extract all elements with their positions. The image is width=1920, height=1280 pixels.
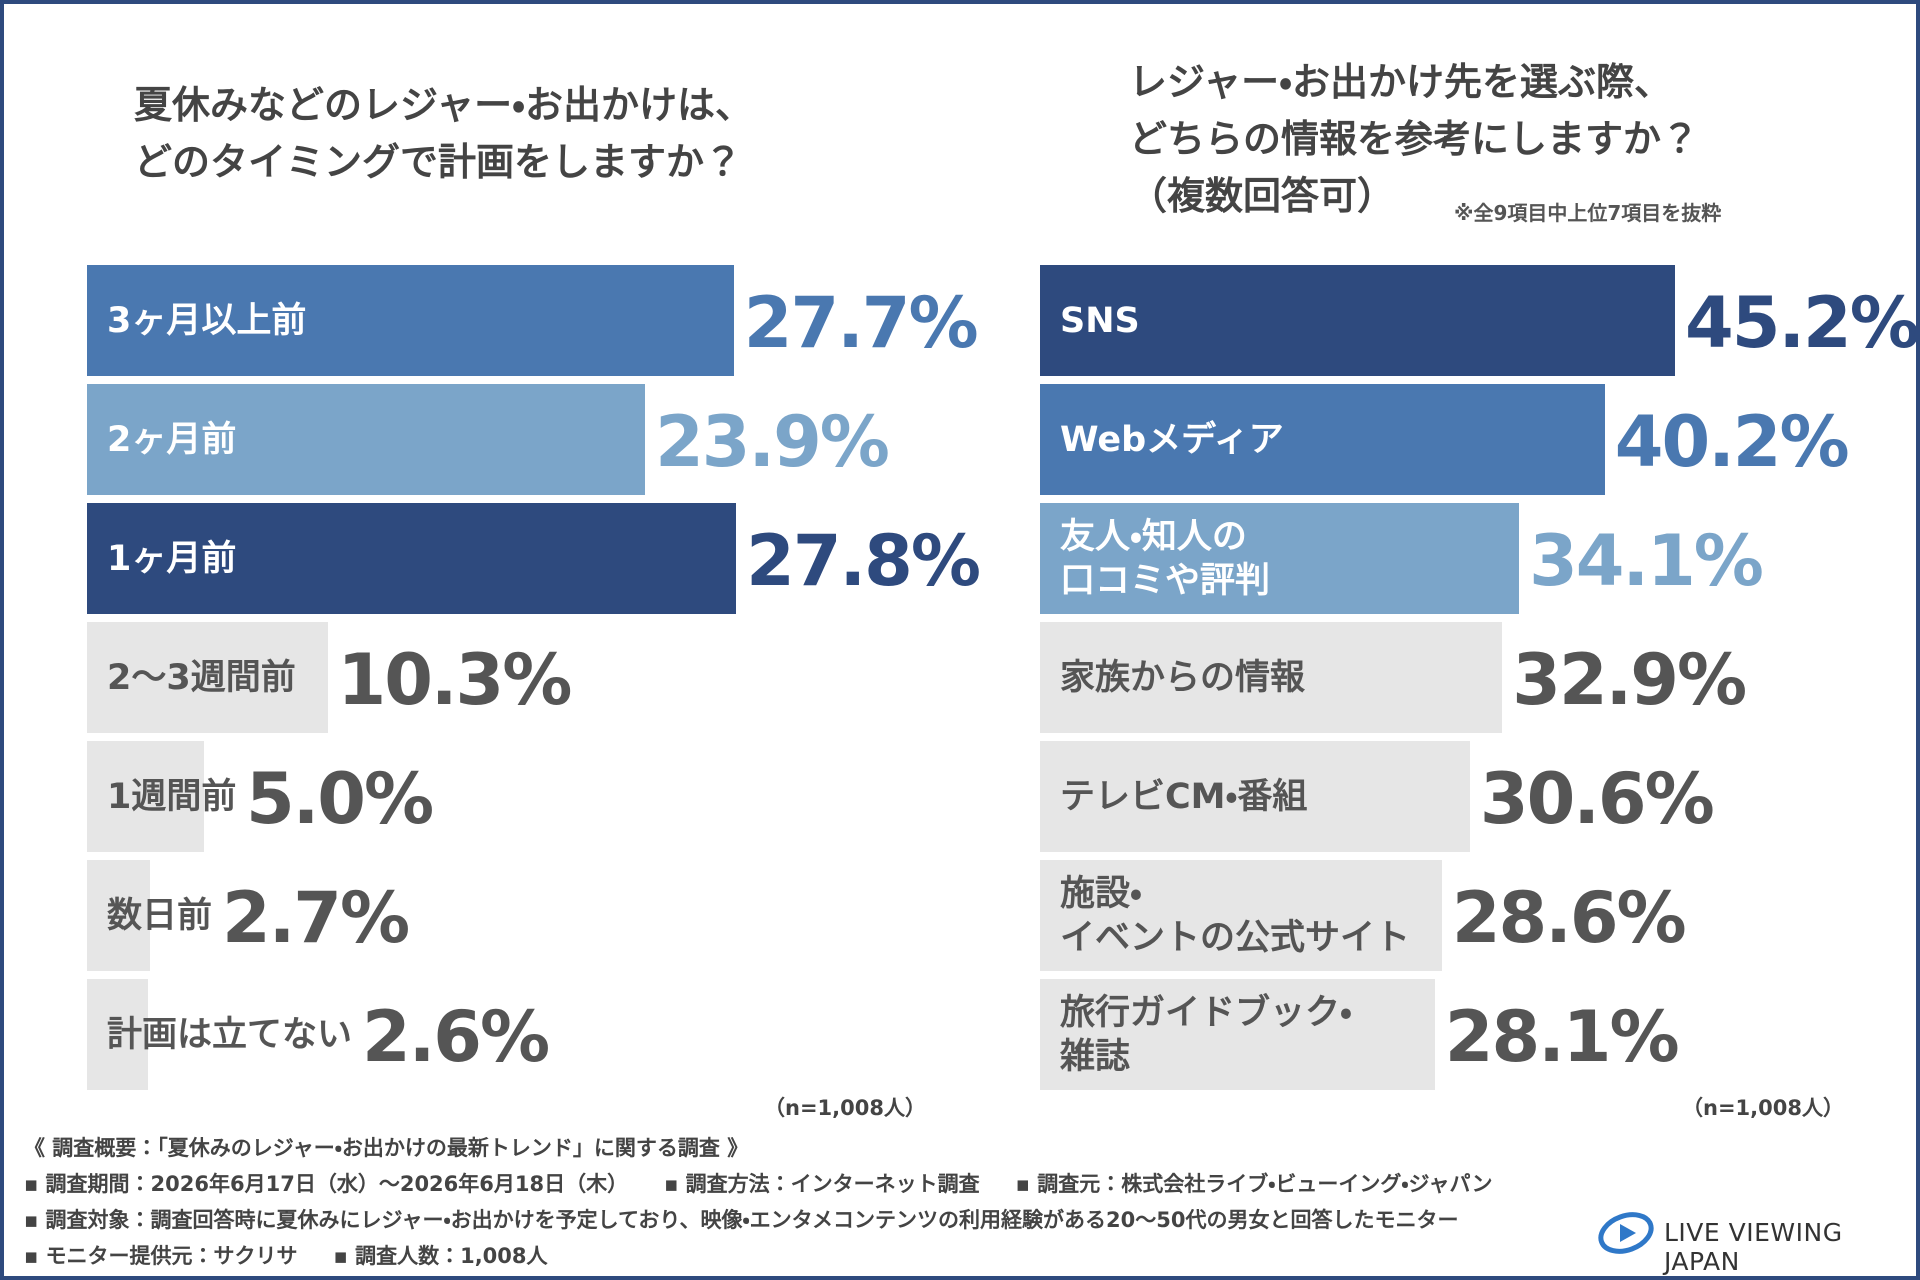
bar [1040, 622, 1503, 733]
bar [1040, 741, 1470, 852]
category-label: 家族からの情報 [1060, 657, 1306, 698]
category-label: 数日前 [107, 895, 213, 936]
category-label: 計画は立てない [107, 1014, 353, 1055]
value-label: 2.6% [362, 995, 550, 1078]
value-label: 45.2% [1685, 281, 1918, 364]
category-label: 旅行ガイドブック・ 雑誌 [1060, 992, 1352, 1077]
category-label: Webメディア [1060, 419, 1284, 460]
value-label: 30.6% [1479, 757, 1715, 840]
sample-size: （n=1,008人） [764, 1096, 926, 1120]
value-label: 28.6% [1451, 876, 1687, 959]
value-label: 10.3% [337, 638, 573, 721]
category-label: 3ヶ月以上前 [107, 300, 307, 341]
bar [87, 741, 204, 852]
value-label: 27.8% [746, 519, 981, 602]
bar [1040, 979, 1435, 1090]
footer-item: 調査人数：1,008人 [334, 1244, 548, 1268]
bar [1040, 384, 1605, 495]
footer-line: 調査対象：調査回答時に夏休みにレジャー・お出かけを予定しており、映像・エンタメコ… [24, 1204, 1495, 1234]
logo-text: LIVE VIEWING JAPAN [1664, 1218, 1843, 1276]
footer-item: 調査対象：調査回答時に夏休みにレジャー・お出かけを予定しており、映像・エンタメコ… [24, 1208, 1459, 1232]
category-label: 2〜3週間前 [107, 657, 296, 698]
category-label: 施設・ イベントの公式サイト [1060, 873, 1411, 958]
sample-size: （n=1,008人） [1682, 1096, 1844, 1120]
value-label: 32.9% [1512, 638, 1747, 721]
category-label: テレビCM・番組 [1060, 776, 1308, 817]
bar [87, 265, 734, 376]
footer-item: 調査期間：2026年6月17日（水）～2026年6月18日（木） [24, 1172, 628, 1196]
category-label: 1週間前 [107, 776, 237, 817]
chart-note: ※全9項目中上位7項目を抜粋 [1454, 201, 1722, 225]
value-label: 23.9% [655, 400, 890, 483]
logo-icon [1598, 1212, 1654, 1254]
value-label: 2.7% [222, 876, 410, 959]
footer-line: モニター提供元：サクリサ 調査人数：1,008人 [24, 1240, 584, 1270]
chart-title: 夏休みなどのレジャー・お出かけは、 どのタイミングで計画をしますか？ [134, 83, 754, 184]
footer-item: 調査元：株式会社ライブ・ビューイング・ジャパン [1016, 1172, 1493, 1196]
category-label: 2ヶ月前 [107, 419, 237, 460]
category-label: SNS [1060, 300, 1140, 341]
footer-heading: 《 調査概要：「夏休みのレジャー・お出かけの最新トレンド」に関する調査 》 [24, 1136, 749, 1160]
bar [87, 384, 646, 495]
category-label: 友人・知人の 口コミや評判 [1060, 516, 1271, 601]
bar [87, 503, 737, 614]
category-label: 1ヶ月前 [107, 538, 237, 579]
value-label: 34.1% [1529, 519, 1764, 602]
bar [1040, 265, 1676, 376]
value-label: 40.2% [1614, 400, 1850, 483]
value-label: 5.0% [246, 757, 434, 840]
bar [87, 622, 328, 733]
value-label: 28.1% [1444, 995, 1680, 1078]
bar [87, 979, 148, 1090]
footer-item: モニター提供元：サクリサ [24, 1244, 298, 1268]
footer-line: 調査期間：2026年6月17日（水）～2026年6月18日（木） 調査方法：インタ… [24, 1168, 1529, 1198]
bar [87, 860, 151, 971]
chart-title: レジャー・お出かけ先を選ぶ際、 どちらの情報を参考にしますか？ （複数回答可） [1129, 60, 1700, 218]
footer-item: 調査方法：インターネット調査 [664, 1172, 980, 1196]
value-label: 27.7% [743, 281, 979, 364]
bar [1040, 860, 1442, 971]
bar [1040, 503, 1520, 614]
